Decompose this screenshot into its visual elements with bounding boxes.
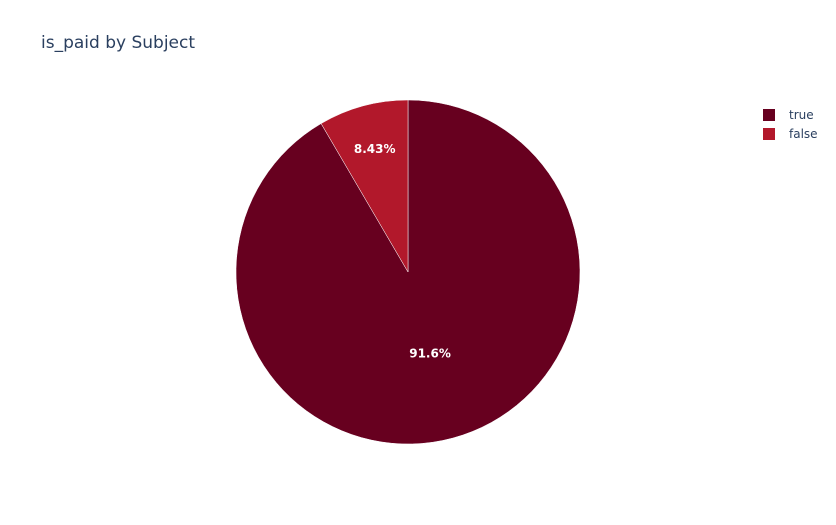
legend-swatch-false [763,127,775,140]
pie-label-false: 8.43% [354,142,396,156]
pie-label-true: 91.6% [409,346,451,360]
legend: true false [763,105,818,143]
legend-item-true[interactable]: true [763,105,818,124]
pie-slices [235,99,581,445]
pie-labels: 91.6% 8.43% [354,142,451,360]
legend-swatch-true [763,108,775,121]
legend-item-false[interactable]: false [763,124,818,143]
legend-label-true: true [789,107,814,122]
legend-label-false: false [789,126,818,141]
chart-title: is_paid by Subject [41,33,196,53]
pie-slice-false[interactable] [320,99,409,273]
